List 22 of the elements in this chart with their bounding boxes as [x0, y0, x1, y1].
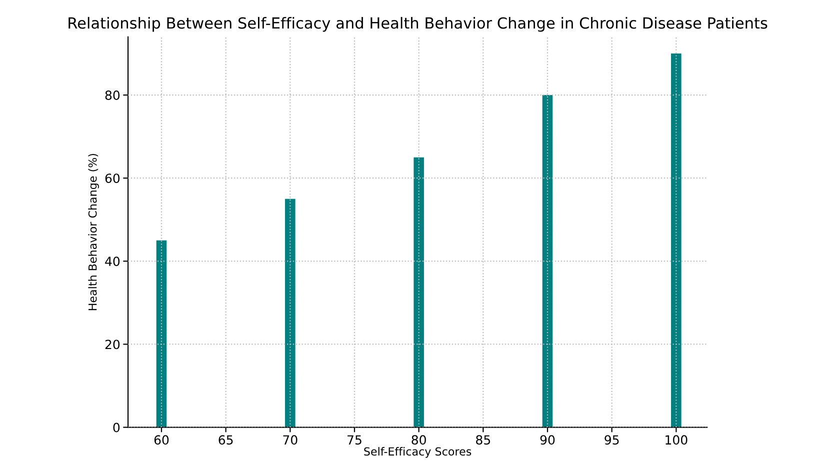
bar [156, 240, 167, 428]
y-axis-title: Health Behavior Change (%) [88, 154, 99, 310]
x-tick-label: 85 [476, 435, 490, 445]
bar [414, 157, 424, 428]
x-axis-title: Self-Efficacy Scores [364, 447, 472, 458]
bar [285, 198, 296, 428]
x-tick-label: 70 [283, 435, 298, 445]
x-tick-label: 100 [666, 435, 688, 445]
bar [542, 95, 553, 428]
y-tick-label: 20 [105, 340, 120, 350]
x-tick-label: 65 [218, 435, 233, 445]
x-tick-label: 60 [154, 435, 169, 445]
x-tick-label: 95 [604, 435, 619, 445]
y-tick-label: 40 [105, 256, 120, 266]
x-tick-label: 80 [412, 435, 426, 445]
x-tick-label: 75 [348, 435, 362, 445]
y-tick-label: 60 [105, 174, 120, 184]
bar [671, 54, 682, 428]
y-tick-label: 0 [113, 422, 120, 432]
y-tick-label: 80 [105, 90, 120, 100]
chart-title: Relationship Between Self-Efficacy and Health Behavior Change in Chronic Disease Patients [68, 16, 768, 32]
x-tick-label: 90 [540, 435, 555, 445]
